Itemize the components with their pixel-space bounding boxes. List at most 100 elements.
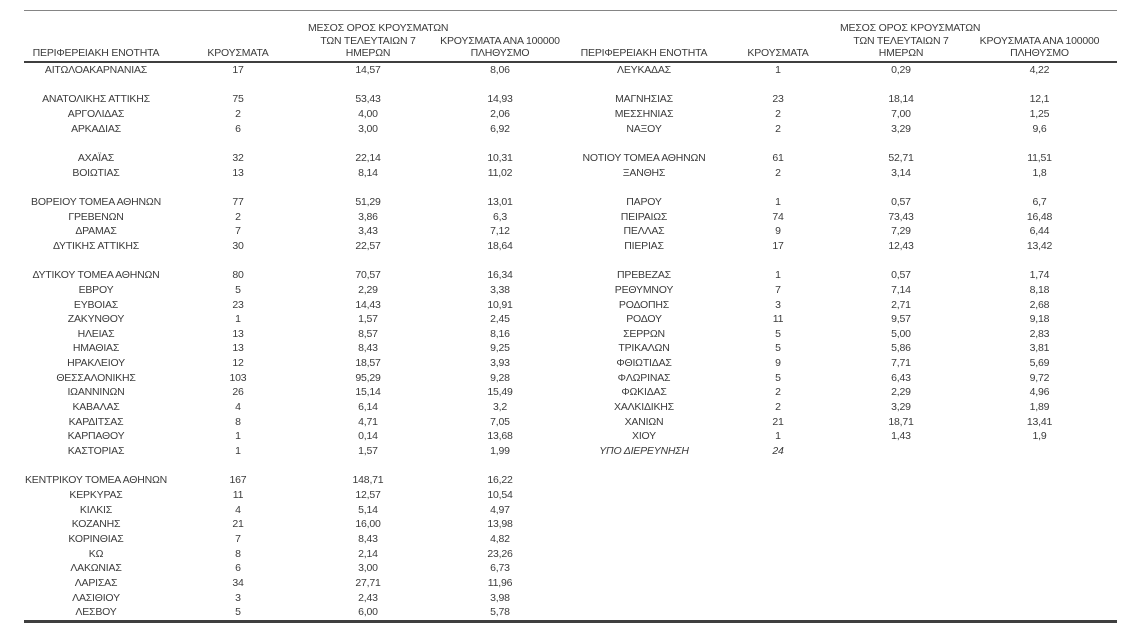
column-header-per-100k-left: ΚΡΟΥΣΜΑΤΑ ΑΝΑ 100000 ΠΛΗΘΥΣΜΟ — [428, 11, 572, 61]
region-name-cell-left: ΔΥΤΙΚΟΥ ΤΟΜΕΑ ΑΘΗΝΩΝ — [32, 269, 160, 282]
avg7-cell-right: 1,43 — [891, 430, 911, 443]
per100k-cell-right: 3,81 — [1029, 342, 1050, 355]
per100k-cell-right — [962, 517, 1117, 532]
cases-cell-right: 5 — [775, 342, 781, 355]
table-row: ΗΛΕΙΑΣ 13 8,57 8,16 ΣΕΡΡΩΝ 5 5,00 2,83 — [24, 327, 1117, 342]
cases-cell-right: 24 — [772, 445, 784, 458]
cases-cell-right: 5 — [775, 371, 781, 384]
region-name-cell-right: ΦΛΩΡΙΝΑΣ — [617, 371, 671, 384]
avg7-cell-right: 7,29 — [891, 225, 911, 238]
region-name-cell-right — [572, 180, 716, 195]
column-header-label-line: ΜΕΣΟΣ ΟΡΟΣ ΚΡΟΥΣΜΑΤΩΝ — [840, 22, 981, 35]
cases-cell-left: 1 — [235, 430, 241, 443]
avg7-cell-right: 7,71 — [891, 357, 911, 370]
region-name-cell-right — [572, 254, 716, 269]
per100k-cell-left: 1,99 — [490, 445, 510, 458]
cases-cell-left: 4 — [235, 401, 241, 414]
avg7-cell-right: 2,71 — [891, 298, 911, 311]
avg7-cell-left: 1,57 — [358, 445, 378, 458]
per100k-cell-left: 3,98 — [490, 591, 510, 604]
region-name-cell-right: ΛΕΥΚΑΔΑΣ — [617, 64, 671, 76]
cases-cell-left: 30 — [232, 239, 244, 252]
avg7-cell-left: 8,43 — [358, 342, 378, 355]
avg7-cell-left: 0,14 — [358, 430, 378, 443]
region-name-cell-right — [572, 532, 716, 547]
avg7-cell-right — [840, 473, 962, 488]
avg7-cell-left: 8,57 — [358, 327, 378, 340]
per100k-cell-left: 9,25 — [490, 342, 510, 355]
cases-cell-right: 9 — [775, 225, 781, 238]
region-name-cell-right — [572, 576, 716, 591]
region-name-cell-left: ΛΑΡΙΣΑΣ — [74, 576, 118, 589]
table-row: ΘΕΣΣΑΛΟΝΙΚΗΣ 103 95,29 9,28 ΦΛΩΡΙΝΑΣ 5 6… — [24, 371, 1117, 386]
avg7-cell-left: 53,43 — [355, 93, 381, 106]
region-name-cell-right: ΡΕΘΥΜΝΟΥ — [614, 283, 674, 296]
per100k-cell-left: 11,96 — [487, 576, 513, 589]
per100k-cell-left: 6,3 — [493, 210, 507, 223]
per100k-cell-right: 9,6 — [1032, 122, 1047, 135]
avg7-cell-left: 3,00 — [358, 562, 378, 575]
avg7-cell-right: 18,14 — [888, 93, 914, 106]
region-name-cell-right — [572, 459, 716, 474]
table-row: ΓΡΕΒΕΝΩΝ 2 3,86 6,3 ΠΕΙΡΑΙΩΣ 74 73,43 16… — [24, 210, 1117, 225]
region-name-cell-left — [24, 180, 168, 195]
avg7-cell-left: 8,43 — [358, 533, 378, 545]
cases-cell-left: 2 — [235, 210, 241, 223]
avg7-cell-right: 3,29 — [891, 401, 911, 414]
per100k-cell-left: 6,92 — [490, 122, 510, 135]
region-name-cell-right: ΜΑΓΝΗΣΙΑΣ — [615, 93, 673, 106]
column-header-label-line: ΤΩΝ ΤΕΛΕΥΤΑΙΩΝ 7 — [320, 34, 416, 47]
avg7-cell-left: 4,00 — [358, 107, 378, 120]
per100k-cell-right — [962, 254, 1117, 269]
table-row: ΑΙΤΩΛΟΑΚΑΡΝΑΝΙΑΣ 17 14,57 8,06 ΛΕΥΚΑΔΑΣ … — [24, 63, 1117, 78]
per100k-cell-left — [428, 254, 572, 269]
avg7-cell-left — [308, 180, 428, 195]
avg7-cell-right — [840, 136, 962, 151]
cases-cell-right — [716, 517, 840, 532]
cases-cell-left: 6 — [235, 562, 241, 575]
cases-cell-right: 61 — [772, 151, 784, 164]
per100k-cell-right: 12,1 — [1029, 93, 1050, 106]
column-header-region-left: ΠΕΡΙΦΕΡΕΙΑΚΗ ΕΝΟΤΗΤΑ — [24, 11, 168, 61]
cases-cell-right — [716, 136, 840, 151]
per100k-cell-right — [962, 444, 1117, 459]
region-name-cell-right — [572, 591, 716, 606]
avg7-cell-right: 0,57 — [891, 269, 911, 282]
per100k-cell-right: 16,48 — [1026, 210, 1053, 223]
table-row: ΒΟΡΕΙΟΥ ΤΟΜΕΑ ΑΘΗΝΩΝ 77 51,29 13,01 ΠΑΡΟ… — [24, 195, 1117, 210]
column-header-cases-right: ΚΡΟΥΣΜΑΤΑ — [716, 11, 840, 61]
table-row: ΕΒΡΟΥ 5 2,29 3,38 ΡΕΘΥΜΝΟΥ 7 7,14 8,18 — [24, 283, 1117, 298]
table-row: ΛΑΣΙΘΙΟΥ 3 2,43 3,98 — [24, 591, 1117, 606]
column-header-label: ΚΡΟΥΣΜΑΤΑ — [207, 47, 269, 60]
cases-cell-right — [716, 254, 840, 269]
region-name-cell-left: ΑΧΑΪΑΣ — [77, 151, 115, 164]
avg7-cell-left: 3,43 — [358, 225, 378, 238]
regional-cases-table: ΠΕΡΙΦΕΡΕΙΑΚΗ ΕΝΟΤΗΤΑ ΚΡΟΥΣΜΑΤΑ ΜΕΣΟΣ ΟΡΟ… — [24, 10, 1117, 623]
avg7-cell-right: 7,14 — [891, 283, 911, 296]
per100k-cell-right — [962, 561, 1117, 576]
region-name-cell-left: ΛΑΚΩΝΙΑΣ — [70, 562, 122, 575]
per100k-cell-left: 7,12 — [490, 225, 510, 238]
region-name-cell-left: ΚΕΡΚΥΡΑΣ — [69, 489, 123, 502]
cases-cell-right — [716, 503, 840, 518]
per100k-cell-left: 10,54 — [487, 489, 513, 502]
cases-cell-right: 1 — [775, 269, 781, 282]
avg7-cell-right: 73,43 — [888, 210, 914, 223]
avg7-cell-right: 5,86 — [891, 342, 911, 355]
cases-cell-left: 103 — [229, 371, 247, 384]
cases-cell-left: 32 — [232, 151, 244, 164]
column-header-region-right: ΠΕΡΙΦΕΡΕΙΑΚΗ ΕΝΟΤΗΤΑ — [572, 11, 716, 61]
cases-cell-right: 1 — [775, 64, 781, 76]
region-name-cell-left: ΗΛΕΙΑΣ — [77, 327, 115, 340]
avg7-cell-left: 14,43 — [355, 298, 381, 311]
column-header-label-line: ΠΛΗΘΥΣΜΟ — [470, 47, 530, 60]
per100k-cell-right — [962, 547, 1117, 562]
cases-cell-left: 77 — [232, 195, 244, 208]
cases-cell-right: 74 — [772, 210, 784, 223]
cases-cell-left: 34 — [232, 576, 244, 589]
cases-cell-right: 2 — [775, 386, 781, 399]
column-header-label-line: ΗΜΕΡΩΝ — [878, 47, 924, 60]
per100k-cell-left: 23,26 — [487, 547, 513, 560]
avg7-cell-right — [840, 444, 962, 459]
cases-cell-left: 1 — [235, 313, 241, 326]
